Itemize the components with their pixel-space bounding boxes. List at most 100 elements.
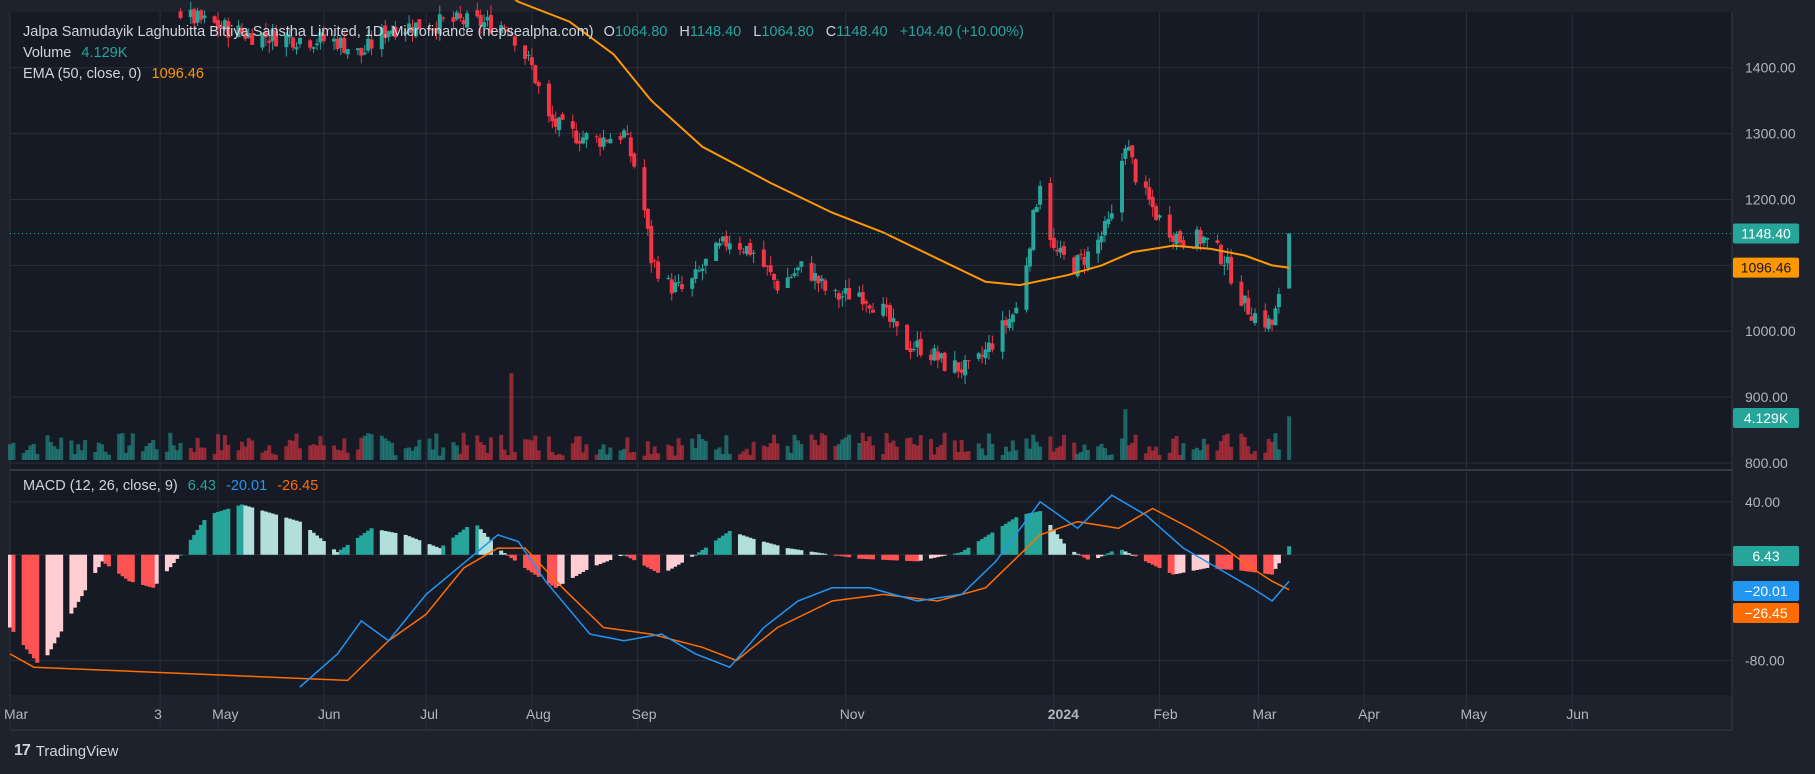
macd-hist-bar xyxy=(584,554,589,570)
macd-hist-bar xyxy=(737,534,742,555)
volume-bar xyxy=(11,442,16,460)
macd-hist-bar xyxy=(529,554,534,573)
macd-hist-badge: 6.43 xyxy=(1733,546,1799,566)
candle-body xyxy=(1174,233,1179,245)
macd-hist-bar xyxy=(488,540,493,555)
macd-hist-bar xyxy=(1055,534,1060,555)
macd-hist-bar xyxy=(216,511,221,555)
ema-legend[interactable]: EMA (50, close, 0) 1096.46 xyxy=(23,66,210,82)
volume-bar xyxy=(1119,438,1124,460)
macd-hist-bar xyxy=(656,554,661,573)
candle-body xyxy=(703,258,708,266)
volume-bar xyxy=(1034,441,1039,460)
candle-body xyxy=(775,280,780,291)
macd-hist-bar xyxy=(765,542,770,555)
candle-body xyxy=(833,289,838,291)
price-tick-label: 900.00 xyxy=(1745,389,1788,405)
macd-hist-bar xyxy=(100,554,105,562)
candle-body xyxy=(390,30,395,34)
candle-body xyxy=(1201,236,1206,243)
macd-hist-bar xyxy=(963,549,968,555)
candle-body xyxy=(908,348,913,353)
volume-bar xyxy=(557,453,562,460)
candle-body xyxy=(669,279,674,294)
candle-body xyxy=(1215,240,1220,243)
macd-hist-bar xyxy=(1181,554,1186,573)
volume-bar xyxy=(199,447,204,460)
volume-bar xyxy=(942,432,947,460)
candle-body xyxy=(772,273,777,280)
macd-hist-bar xyxy=(881,554,886,560)
volume-bar xyxy=(816,445,821,460)
tradingview-logo-icon[interactable]: 17 xyxy=(14,742,31,759)
volume-bar xyxy=(751,441,756,460)
macd-legend[interactable]: MACD (12, 26, close, 9) 6.43 -20.01 -26.… xyxy=(23,478,324,494)
macd-hist-bar xyxy=(570,554,575,578)
candle-body xyxy=(1253,313,1258,324)
volume-bar xyxy=(581,452,586,460)
macd-hist-bar xyxy=(980,539,985,555)
footer: 17 TradingView xyxy=(14,742,118,760)
volume-bar xyxy=(465,445,470,460)
macd-hist-bar xyxy=(379,530,384,555)
volume-bar xyxy=(1195,447,1200,460)
volume-bar xyxy=(1263,452,1268,460)
candle-body xyxy=(1072,257,1077,274)
volume-bar xyxy=(1038,446,1043,460)
candle-body xyxy=(1062,245,1067,255)
macd-hist-bar xyxy=(625,554,630,557)
macd-hist-bar xyxy=(761,541,766,555)
candle-body xyxy=(1014,307,1019,314)
candle-body xyxy=(332,38,337,42)
macd-hist-bar xyxy=(632,554,637,561)
macd-hist-bar xyxy=(697,552,702,555)
volume-bar xyxy=(475,435,480,460)
macd-hist-bar xyxy=(768,543,773,555)
candle-body xyxy=(512,36,517,46)
macd-hist-bar xyxy=(1133,554,1138,557)
volume-bar xyxy=(485,452,490,460)
candle-body xyxy=(482,22,487,28)
symbol-title[interactable]: Jalpa Samudayik Laghubitta Bittiya Sanst… xyxy=(23,24,594,40)
macd-hist-bar xyxy=(1119,549,1124,555)
plot-area xyxy=(10,12,1732,695)
candle-body xyxy=(884,304,889,308)
macd-hist-bar xyxy=(314,535,319,555)
macd-hist-bar xyxy=(577,554,582,574)
candle-body xyxy=(864,301,869,304)
volume-bar xyxy=(1154,446,1159,460)
candle-body xyxy=(621,130,626,138)
brand-name[interactable]: TradingView xyxy=(35,742,119,760)
volume-bar xyxy=(679,445,684,460)
volume-bar xyxy=(867,436,872,460)
symbol-legend: Jalpa Samudayik Laghubitta Bittiya Sanst… xyxy=(23,24,1036,40)
candle-body xyxy=(297,38,302,45)
macd-hist-bar xyxy=(942,554,947,556)
price-badge-text: 1148.40 xyxy=(1741,225,1791,241)
candle-body xyxy=(403,31,408,35)
volume-value: 4.129K xyxy=(81,45,128,61)
macd-hist-bar xyxy=(1109,551,1114,555)
volume-legend[interactable]: Volume 4.129K xyxy=(23,45,133,61)
macd-hist-bar xyxy=(284,517,289,555)
volume-bar xyxy=(1048,436,1053,460)
macd-hist-bar xyxy=(679,554,684,563)
macd-hist-bar xyxy=(608,554,613,561)
volume-bar xyxy=(274,454,279,460)
volume-bar xyxy=(765,446,770,460)
macd-hist-bar xyxy=(724,533,729,555)
volume-bar xyxy=(881,454,886,460)
ema-badge-text: 1096.46 xyxy=(1741,260,1792,276)
candle-body xyxy=(362,52,367,55)
candle-body xyxy=(274,30,279,47)
candle-body xyxy=(915,340,920,348)
macd-hist-bar xyxy=(703,547,708,555)
volume-bar xyxy=(836,444,841,460)
candle-body xyxy=(744,246,749,255)
volume-bar xyxy=(35,453,40,460)
macd-hist-bar xyxy=(93,554,98,573)
candle-body xyxy=(918,338,923,356)
candle-body xyxy=(434,28,439,33)
